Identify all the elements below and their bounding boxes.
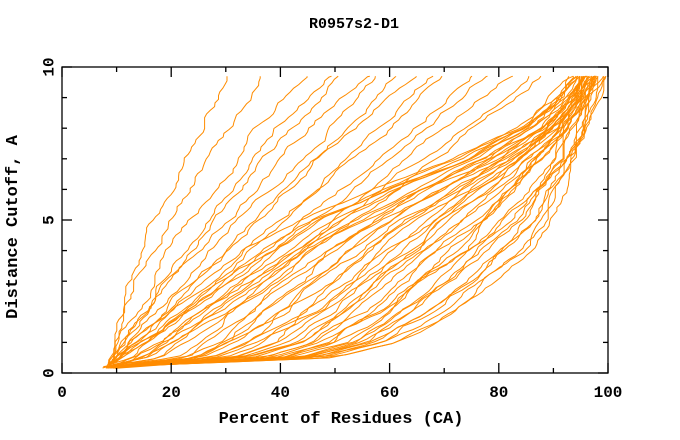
model-curve [160,76,599,366]
model-curve [127,76,583,366]
y-tick-label: 0 [41,368,59,378]
model-curve [112,76,261,365]
model-curve [115,76,397,364]
model-curve [107,75,488,368]
x-tick-label: 40 [271,384,290,402]
model-curve [158,76,594,365]
model-curve [105,75,587,368]
model-curve [110,76,597,368]
model-curve [117,76,582,367]
model-curve [114,75,604,369]
model-curve [108,76,308,368]
model-curves [102,75,607,369]
model-curve [121,76,530,365]
model-curve [113,75,577,363]
model-curve [107,76,586,368]
model-curve [111,75,581,367]
model-curve [113,75,579,366]
model-curve [111,75,370,364]
model-curve [105,75,595,368]
model-curve [111,75,473,365]
model-curve [113,75,339,366]
model-curve [107,76,588,369]
model-curve [167,76,595,365]
model-curve [131,75,579,364]
model-curve [132,76,605,367]
model-curve [110,75,574,369]
axis-ticks [61,66,609,374]
model-curve [109,76,599,369]
x-tick-label: 80 [489,384,508,402]
model-curve [103,75,588,368]
y-axis-label: Distance Cutoff, A [4,134,23,318]
model-curve [120,76,589,368]
model-curve [109,75,513,368]
model-curve [108,75,332,368]
model-curve [109,75,570,365]
model-curve [147,76,607,366]
y-tick-label: 5 [41,215,59,225]
x-tick-label: 0 [57,384,67,402]
chart-title: R0957s2-D1 [309,16,399,33]
model-curve [206,75,607,364]
model-curve [105,75,595,369]
x-axis-label: Percent of Residues (CA) [219,410,464,429]
model-curve [153,75,583,364]
model-curve [111,75,443,363]
model-curve [107,76,228,364]
model-curve [192,75,597,364]
model-curve [106,75,434,366]
x-tick-label: 100 [594,384,623,402]
model-curve [160,75,593,365]
plot-frame [61,66,609,374]
model-curve [109,75,417,365]
model-curve [120,76,584,367]
model-curve [119,75,542,366]
model-curve [103,76,581,368]
axis-tick-labels: 0 20 40 60 80 100 0 5 10 [41,57,623,402]
model-curve [155,75,587,364]
y-tick-label: 10 [41,57,59,76]
x-tick-label: 20 [162,384,181,402]
model-curve [108,76,376,366]
x-tick-label: 60 [380,384,399,402]
